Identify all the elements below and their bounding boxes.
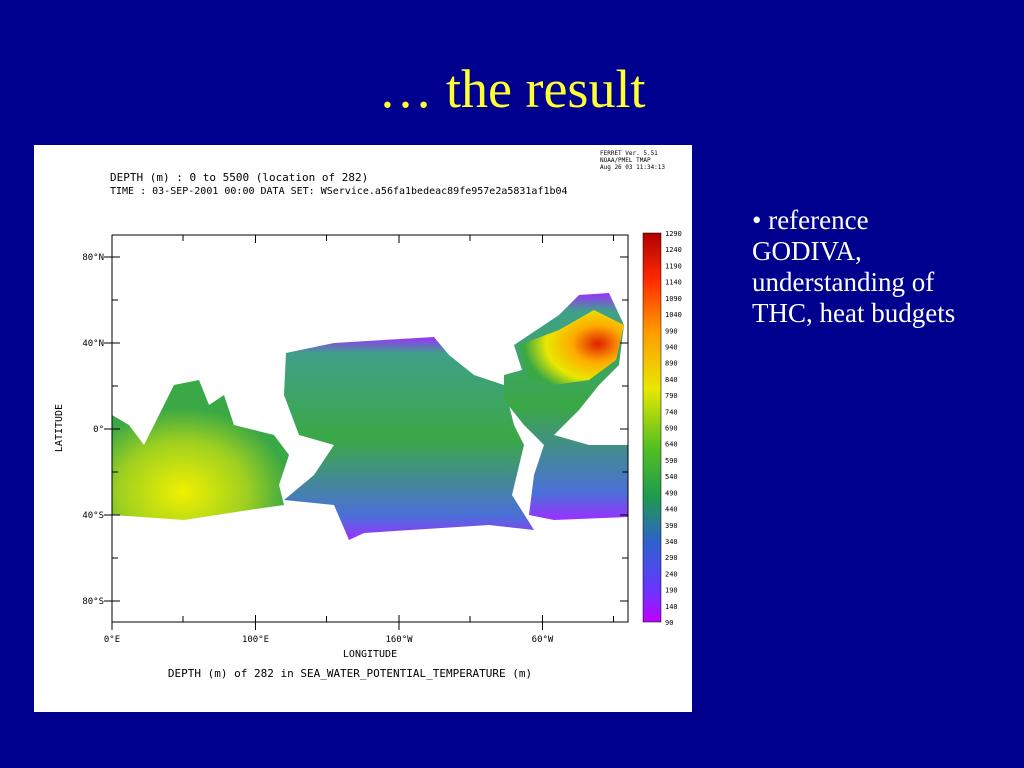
colorbar-label: 790 bbox=[665, 392, 678, 400]
bullet: reference GODIVA, understanding of THC, … bbox=[752, 205, 982, 329]
y-axis-label: LATITUDE bbox=[54, 404, 65, 452]
colorbar-label: 1140 bbox=[665, 279, 682, 287]
colorbar-label: 290 bbox=[665, 554, 678, 562]
colorbar-label: 90 bbox=[665, 619, 673, 627]
y-tick-label: 0° bbox=[93, 425, 104, 435]
stamp-line: Aug 26 03 11:34:13 bbox=[600, 164, 665, 171]
map bbox=[112, 293, 628, 540]
stamp-line: NOAA/PMEL TMAP bbox=[600, 157, 651, 164]
header-line: DEPTH (m) : 0 to 5500 (location of 282) bbox=[110, 171, 368, 184]
colorbar-label: 690 bbox=[665, 425, 678, 433]
y-tick-label: 80°N bbox=[82, 253, 104, 263]
caption: DEPTH (m) of 282 in SEA_WATER_POTENTIAL_… bbox=[168, 667, 532, 680]
colorbar-label: 390 bbox=[665, 522, 678, 530]
x-tick-label: 60°W bbox=[532, 635, 554, 645]
colorbar-label: 890 bbox=[665, 360, 678, 368]
colorbar-label: 340 bbox=[665, 538, 678, 546]
colorbar-label: 1090 bbox=[665, 295, 682, 303]
colorbar-label: 1240 bbox=[665, 246, 682, 254]
colorbar-label: 640 bbox=[665, 441, 678, 449]
colorbar-label: 740 bbox=[665, 408, 678, 416]
y-tick-label: 80°S bbox=[82, 597, 104, 607]
colorbar-label: 590 bbox=[665, 457, 678, 465]
slide-title: … the result bbox=[378, 59, 646, 119]
generated: 80°N 40°N 0° 40°S 80°S 0°E 100°E 160°W 60°W 1290 1… bbox=[82, 230, 682, 645]
header-line: TIME : 03-SEP-2001 00:00 DATA SET: WServ… bbox=[110, 186, 568, 197]
x-tick-label: 0°E bbox=[104, 635, 120, 645]
colorbar-label: 990 bbox=[665, 327, 678, 335]
y-tick-label: 40°S bbox=[82, 511, 104, 521]
colorbar-label: 240 bbox=[665, 570, 678, 578]
pacific bbox=[284, 337, 534, 540]
indian-ocean bbox=[112, 380, 289, 520]
figure: DEPTH (m) : 0 to 5500 (location of 282) … bbox=[34, 145, 692, 712]
bullet-list: reference GODIVA, understanding of THC, … bbox=[752, 205, 982, 329]
colorbar-label: 490 bbox=[665, 489, 678, 497]
colorbar-label: 1190 bbox=[665, 262, 682, 270]
colorbar-label: 140 bbox=[665, 603, 678, 611]
colorbar-label: 840 bbox=[665, 376, 678, 384]
colorbar-label: 190 bbox=[665, 587, 678, 595]
colorbar bbox=[642, 232, 662, 623]
colorbar-label: 940 bbox=[665, 343, 678, 351]
x-tick-label: 160°W bbox=[385, 635, 413, 645]
north-atlantic bbox=[519, 310, 624, 385]
header: DEPTH (m) : 0 to 5500 (location of 282) … bbox=[110, 171, 568, 197]
colorbar-label: 1290 bbox=[665, 230, 682, 238]
x-axis-label: LONGITUDE bbox=[343, 649, 397, 660]
colorbar-label: 540 bbox=[665, 473, 678, 481]
minor-ticks bbox=[104, 235, 628, 630]
x-tick-label: 100°E bbox=[242, 635, 269, 645]
colorbar-label: 1040 bbox=[665, 311, 682, 319]
stamp-line: FERRET Ver. 5.51 bbox=[600, 150, 658, 157]
stamp: FERRET Ver. 5.51 NOAA/PMEL TMAP Aug 26 0… bbox=[600, 150, 665, 171]
colorbar-label: 440 bbox=[665, 506, 678, 514]
y-tick-label: 40°N bbox=[82, 339, 104, 349]
